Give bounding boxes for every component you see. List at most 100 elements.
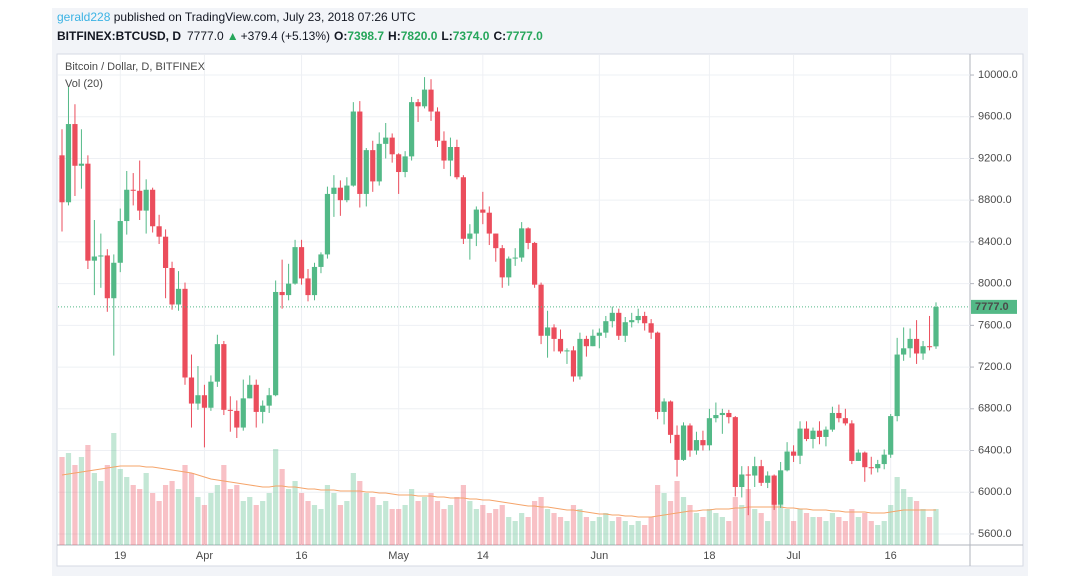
volume-bar: [130, 485, 136, 545]
volume-bar: [311, 505, 318, 545]
candle-body: [389, 137, 395, 155]
candle-body: [363, 150, 369, 194]
candle-body: [402, 156, 408, 173]
last-price-label: 7777.0: [975, 301, 1009, 313]
volume-bar: [888, 505, 894, 545]
volume-bar: [357, 481, 363, 545]
volume-bar: [454, 497, 460, 545]
publish-line: gerald228 published on TradingView.com, …: [57, 10, 416, 24]
volume-bar: [247, 497, 253, 545]
volume-bar: [150, 493, 156, 545]
open-label: O:: [334, 29, 347, 43]
volume-bar: [117, 469, 123, 545]
volume-bar: [292, 481, 298, 545]
volume-bar: [162, 485, 169, 545]
candle-body: [441, 140, 447, 161]
volume-bar: [376, 505, 382, 545]
volume-bar: [65, 453, 72, 545]
volume-bar: [91, 473, 97, 545]
candle-body: [816, 430, 823, 437]
candle-body: [473, 209, 479, 234]
volume-bar: [143, 473, 149, 545]
volume-bar: [409, 489, 415, 545]
candle-body: [933, 306, 939, 347]
candle-body: [713, 415, 719, 419]
volume-bar: [732, 497, 738, 545]
volume-bar: [797, 509, 803, 545]
volume-bar: [570, 505, 577, 545]
candle-body: [913, 338, 920, 354]
volume-bar: [298, 493, 305, 545]
published: published on TradingView.com, July 23, 2…: [110, 10, 416, 24]
author[interactable]: gerald228: [57, 10, 111, 24]
volume-bar: [532, 501, 538, 545]
volume-bar: [175, 489, 182, 545]
volume-bar: [551, 513, 557, 545]
volume-bar: [305, 501, 311, 545]
candle-body: [888, 416, 894, 455]
volume-bar: [849, 509, 855, 545]
volume-bar: [739, 505, 745, 545]
candle-body: [680, 425, 687, 460]
volume-bar: [577, 509, 583, 545]
x-tick-label: Apr: [196, 550, 213, 562]
candle-body: [622, 322, 628, 336]
candle-body: [797, 428, 803, 456]
y-tick-label: 6000.0: [978, 486, 1012, 498]
volume-bar: [583, 517, 589, 545]
candle-body: [227, 409, 233, 411]
volume-bar: [810, 517, 816, 545]
close-label: C:: [493, 29, 506, 43]
candle-body: [758, 466, 764, 483]
volume-bar: [273, 449, 279, 545]
x-tick-label: 16: [295, 550, 307, 562]
volume-bar: [778, 505, 784, 545]
volume-bar: [72, 465, 78, 545]
candle-body: [318, 254, 324, 267]
candle-body: [629, 320, 635, 323]
volume-bar: [564, 521, 570, 545]
change: +379.4 (+5.13%): [241, 29, 330, 43]
low-label: L:: [441, 29, 452, 43]
candle-body: [370, 150, 376, 182]
candle-body: [784, 451, 790, 471]
candle-body: [480, 209, 486, 213]
y-tick-label: 5600.0: [978, 528, 1012, 540]
x-tick-label: 14: [477, 550, 489, 562]
y-tick-label: 6400.0: [978, 444, 1012, 456]
volume-bar: [926, 517, 933, 545]
volume-bar: [227, 489, 233, 545]
volume-bar: [214, 485, 220, 545]
candle-body: [292, 247, 298, 284]
x-tick-label: 16: [885, 550, 897, 562]
volume-bar: [285, 489, 292, 545]
candle-body: [752, 466, 758, 476]
candle-body: [434, 111, 441, 141]
volume-bar: [421, 497, 428, 545]
volume-bar: [370, 497, 376, 545]
volume-bar: [111, 433, 117, 545]
candle-body: [894, 354, 900, 417]
volume-bar: [609, 521, 615, 545]
candle-body: [311, 266, 318, 296]
candle-body: [65, 124, 72, 203]
volume-bar: [544, 509, 551, 545]
arrow: ▲: [227, 29, 239, 43]
candle-body: [298, 247, 305, 279]
candle-body: [344, 185, 350, 201]
volume-bar: [590, 521, 596, 545]
candle-body: [266, 395, 272, 406]
volume-bar: [467, 501, 473, 545]
candle-body: [214, 344, 220, 382]
volume-bar: [842, 521, 848, 545]
candle-body: [881, 454, 887, 465]
volume-bar: [59, 457, 65, 545]
candle-body: [901, 348, 907, 355]
volume-bar: [344, 501, 350, 545]
volume-bar: [201, 505, 208, 545]
volume-bar: [104, 465, 110, 545]
volume-bar: [389, 509, 395, 545]
volume-bar: [933, 509, 939, 545]
candle-body: [551, 327, 557, 339]
